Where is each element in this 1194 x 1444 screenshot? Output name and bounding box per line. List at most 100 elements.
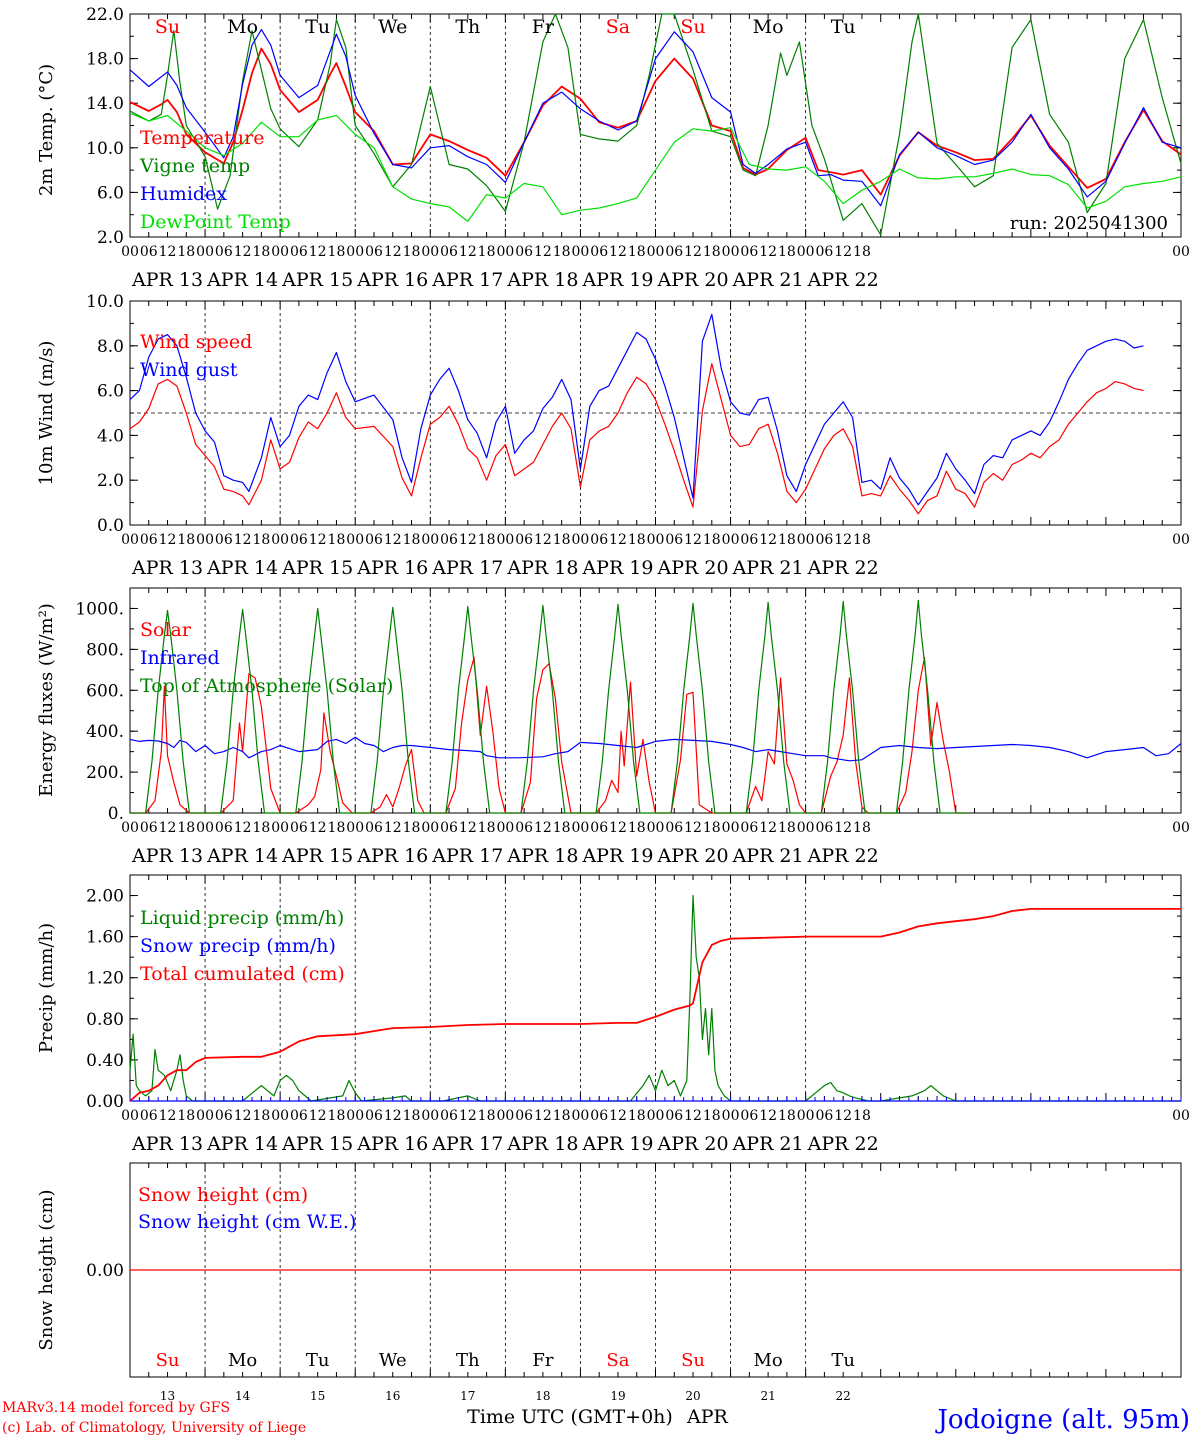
x-date-label: APR 16 [356,845,428,867]
x-hour-label: 12 [834,244,852,260]
x-hour-label: 06 [665,1108,683,1124]
run-label: run: 2025041300 [1010,213,1168,234]
x-hour-label: 00 [647,820,665,836]
weekday-label-bottom: Su [156,1350,180,1371]
x-hour-label: 06 [440,244,458,260]
x-hour-label: 00 [121,1108,139,1124]
x-hour-label: 18 [553,1108,571,1124]
x-hour-label: 06 [515,244,533,260]
x-hour-label: 12 [234,1108,252,1124]
x-date-label: APR 18 [506,1133,578,1155]
x-date-label: APR 13 [131,1133,203,1155]
x-date-label: APR 20 [657,845,729,867]
x-hour-label: 18 [403,820,421,836]
x-hour-label: 06 [740,532,758,548]
weekday-label-bottom: Fr [532,1350,553,1371]
x-date-label: APR 22 [807,557,879,579]
x-hour-label: 06 [365,532,383,548]
x-hour-label: 00 [496,532,514,548]
x-hour-label: 18 [177,532,195,548]
x-hour-label: 06 [140,532,158,548]
weekday-label: Tu [305,16,330,38]
x-hour-label: 18 [628,532,646,548]
x-hour-label: 18 [252,532,270,548]
x-hour-label: 00 [421,820,439,836]
x-hour-label: 00 [797,532,815,548]
x-hour-label: 18 [478,1108,496,1124]
x-hour-label: 18 [628,1108,646,1124]
x-hour-label: 12 [384,244,402,260]
x-hour-label: 00 [121,244,139,260]
x-hour-label: 00 [797,1108,815,1124]
x-hour-label: 12 [759,532,777,548]
x-hour-label: 12 [459,532,477,548]
x-hour-label: 18 [778,820,796,836]
y-tick-label: 2.0 [97,471,124,491]
y-tick-label: 6.0 [97,183,124,203]
y-tick-label: 0.00 [86,1261,124,1281]
day-number-label: 15 [310,1389,325,1403]
series-line-top-of-atmosphere-solar- [130,599,969,814]
x-hour-label: 00 [346,532,364,548]
x-hour-label: 12 [534,1108,552,1124]
x-date-label: APR 21 [732,845,804,867]
x-hour-label: 00 [572,820,590,836]
x-hour-label: 12 [309,1108,327,1124]
x-date-label: APR 15 [281,557,353,579]
day-number-label: 16 [385,1389,400,1403]
x-hour-label: 00 [346,820,364,836]
weekday-label: We [378,16,407,38]
x-hour-label: 12 [384,820,402,836]
x-date-label: APR 15 [281,269,353,291]
x-date-label: APR 21 [732,1133,804,1155]
x-hour-label: 12 [459,820,477,836]
series-line-wind-speed [129,363,1144,515]
x-hour-label: 06 [740,1108,758,1124]
x-hour-label: 12 [534,820,552,836]
y-tick-label: 1000. [75,599,124,619]
x-hour-label: 06 [215,820,233,836]
x-hour-label: 06 [665,532,683,548]
x-hour-label: 12 [534,244,552,260]
x-hour-label: 06 [365,244,383,260]
x-hour-label: 06 [365,1108,383,1124]
x-hour-label: 18 [703,532,721,548]
x-hour-label: 12 [459,244,477,260]
x-hour-label: 06 [215,1108,233,1124]
x-axis-month: APR [686,1406,729,1428]
y-tick-label: 0.40 [86,1051,124,1071]
panel-frame [129,587,1182,814]
x-hour-label: 00 [271,1108,289,1124]
x-date-label: APR 17 [431,269,503,291]
y-tick-label: 4.0 [97,426,124,446]
y-tick-label: 200. [86,763,124,783]
x-hour-label: 18 [778,532,796,548]
x-date-label: APR 18 [506,557,578,579]
x-date-label: APR 15 [281,1133,353,1155]
y-tick-label: 14.0 [86,94,124,114]
x-axis-title: Time UTC (GMT+0h) [467,1406,673,1428]
series-line-humidex [129,29,1182,207]
x-hour-label: 18 [778,244,796,260]
x-date-label: APR 17 [431,557,503,579]
x-hour-label: 12 [684,1108,702,1124]
x-hour-label: 06 [815,532,833,548]
y-tick-label: 10.0 [86,139,124,159]
day-number-label: 19 [610,1389,625,1403]
x-hour-label: 18 [853,820,871,836]
x-date-label: APR 19 [581,557,653,579]
x-hour-label: 12 [684,244,702,260]
x-hour-label: 06 [740,820,758,836]
x-date-label: APR 16 [356,269,428,291]
x-hour-label: 06 [290,532,308,548]
x-hour-label: 18 [252,820,270,836]
x-hour-label: 12 [234,244,252,260]
x-hour-label: 00 [797,820,815,836]
x-hour-label: 18 [328,1108,346,1124]
legend-entry: Wind gust [140,359,238,381]
x-date-label: APR 14 [206,1133,278,1155]
x-hour-label: 06 [215,244,233,260]
x-hour-label: 12 [834,1108,852,1124]
y-tick-label: 600. [86,681,124,701]
x-hour-label: 00 [1172,1108,1190,1124]
